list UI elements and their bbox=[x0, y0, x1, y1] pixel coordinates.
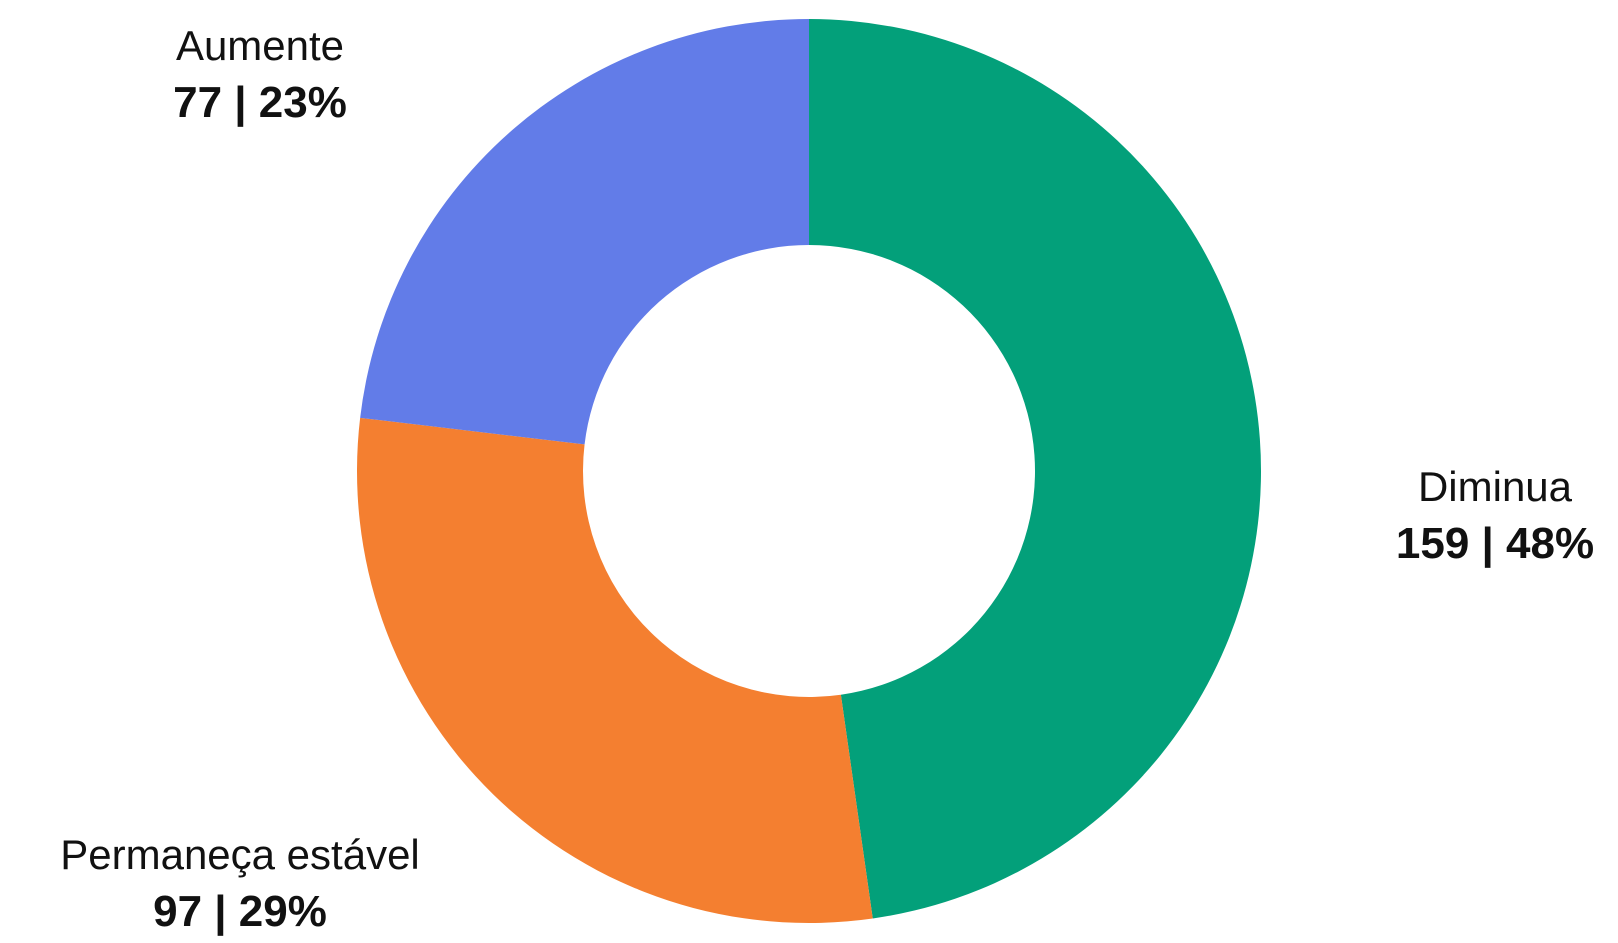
donut-slices bbox=[357, 19, 1262, 923]
slice-label-permaneca-estavel: Permaneça estável bbox=[60, 831, 420, 878]
slice-label-aumente: Aumente bbox=[176, 22, 344, 69]
donut-labels: Diminua 159 | 48% Permaneça estável 97 | 29… bbox=[60, 22, 1594, 937]
slice-permaneca-estavel bbox=[357, 417, 873, 923]
slice-value-diminua: 159 | 48% bbox=[1396, 519, 1594, 569]
slice-value-permaneca-estavel: 97 | 29% bbox=[153, 887, 327, 937]
slice-diminua bbox=[809, 19, 1262, 919]
slice-aumente bbox=[360, 19, 809, 445]
slice-label-diminua: Diminua bbox=[1418, 463, 1573, 510]
slice-value-aumente: 77 | 23% bbox=[173, 78, 347, 128]
